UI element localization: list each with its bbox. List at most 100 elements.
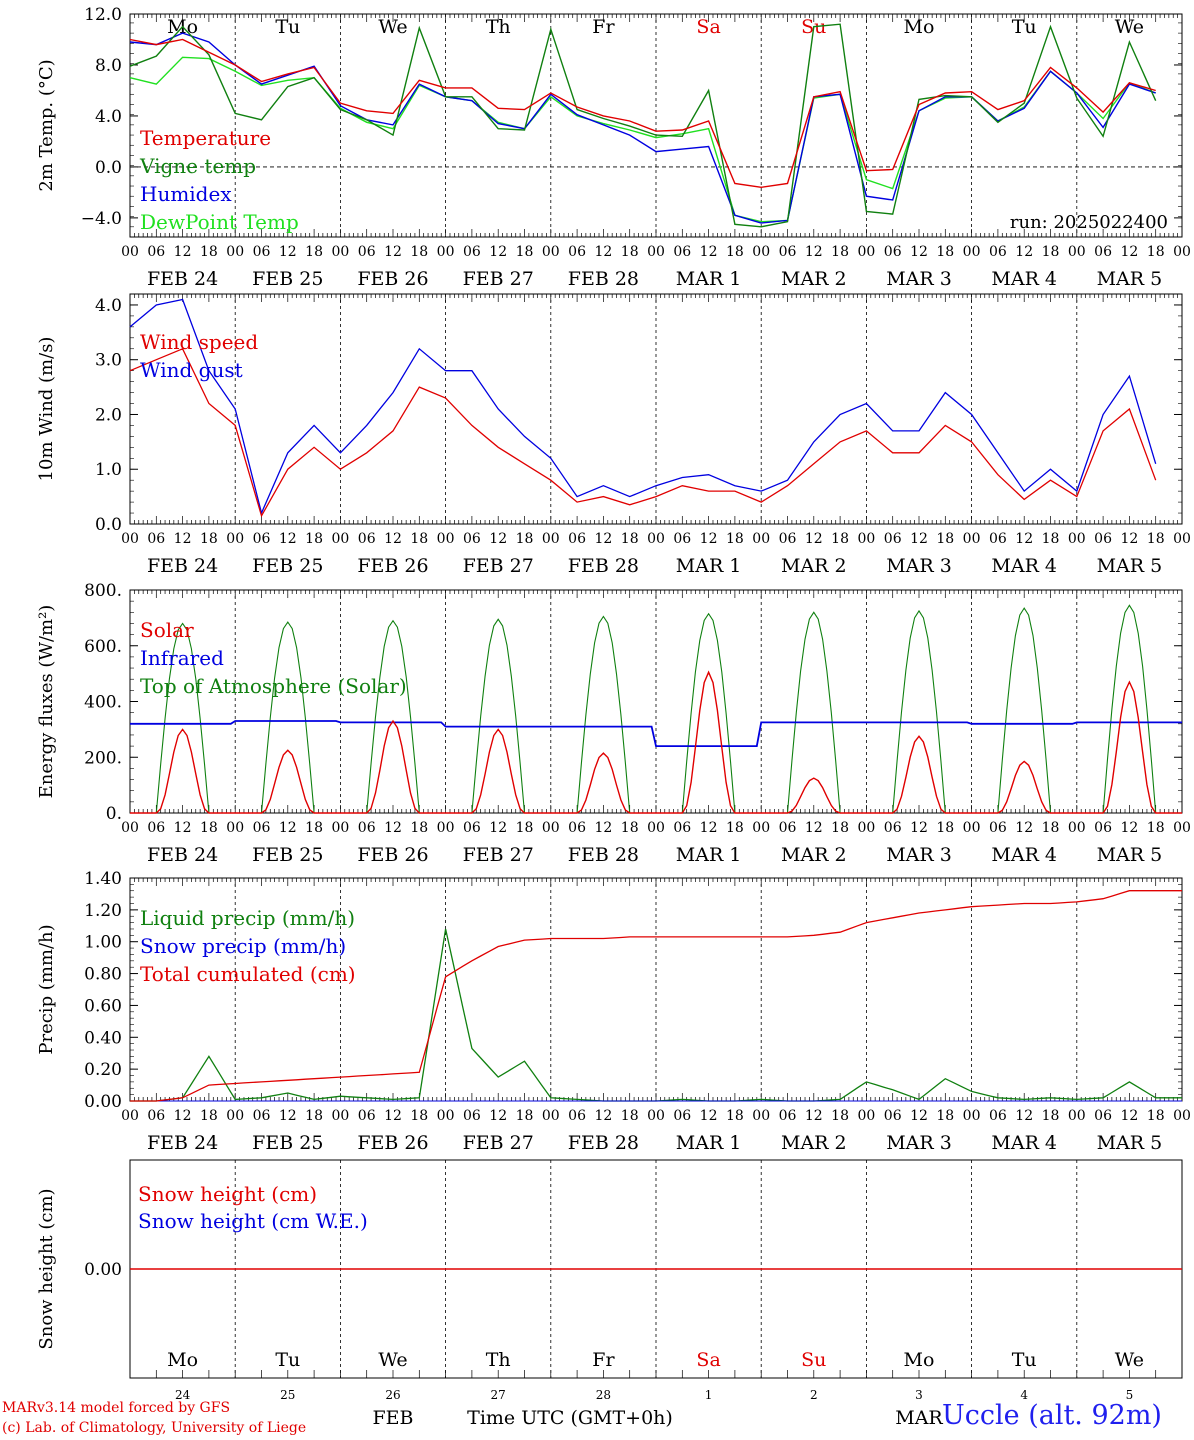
infrared-line (130, 720, 1182, 747)
y-axis-title: Snow height (cm) (36, 1188, 57, 1349)
x-tick-label: 18 (305, 1108, 323, 1124)
weekday-label: Mo (167, 1349, 198, 1371)
panel-5: 0.00 Snow height (cm) Snow height (cm) Snow… (36, 1159, 1183, 1429)
x-tick-label: 18 (1042, 244, 1060, 260)
y-axis-title: Energy fluxes (W/m²) (36, 605, 57, 799)
x-tick-label: 00 (226, 820, 244, 836)
y-tick-label: 12.0 (84, 5, 122, 25)
weekday-label: We (378, 1349, 407, 1371)
date-label: MAR 2 (781, 844, 847, 866)
date-label: FEB 28 (568, 268, 639, 290)
weekday-label: Tu (275, 1349, 300, 1371)
x-tick-label: 00 (1068, 1108, 1086, 1124)
weekday-label: Tu (275, 16, 300, 38)
x-tick-label: 12 (1120, 1108, 1138, 1124)
x-tick-label: 06 (358, 244, 376, 260)
x-tick-label: 00 (542, 820, 560, 836)
date-label: FEB 24 (147, 1132, 218, 1154)
x-tick-label: 00 (1173, 1108, 1191, 1124)
legend-entry: Top of Atmosphere (Solar) (140, 674, 407, 698)
x-tick-label: 00 (752, 531, 770, 547)
plot-frame (129, 589, 1183, 814)
panel-2: 4.0 3.0 2.0 1.0 0.0 10m Wind (m/s) 00 06 12 18 00 0… (36, 293, 1191, 577)
weekday-label: Fr (592, 16, 615, 38)
x-tick-label: 18 (305, 244, 323, 260)
x-tick-label: 06 (673, 244, 691, 260)
x-tick-label: 00 (857, 244, 875, 260)
x-tick-label: 12 (594, 531, 612, 547)
x-tick-label: 00 (121, 820, 139, 836)
x-tick-label: 00 (121, 1108, 139, 1124)
x-tick-label: 00 (437, 244, 455, 260)
x-tick-label: 12 (489, 1108, 507, 1124)
y-tick-label: 0. (106, 804, 122, 824)
x-tick-label: 00 (226, 244, 244, 260)
x-tick-label: 00 (437, 820, 455, 836)
x-tick-label: 18 (200, 531, 218, 547)
station-label: Uccle (alt. 92m) (942, 1400, 1162, 1431)
x-tick-label: 06 (884, 531, 902, 547)
x-tick-label: 00 (331, 244, 349, 260)
y-tick-label: 400. (84, 693, 122, 713)
x-tick-label: 06 (253, 531, 271, 547)
x-tick-label: 12 (279, 244, 297, 260)
y-tick-label: 4.0 (95, 107, 122, 127)
x-tick-label: 18 (726, 1108, 744, 1124)
x-tick-label: 06 (989, 244, 1007, 260)
x-tick-label: 00 (857, 1108, 875, 1124)
x-tick-label: 18 (200, 244, 218, 260)
x-tick-label: 00 (963, 1108, 981, 1124)
x-tick-label: 00 (857, 531, 875, 547)
wind-series-line (129, 298, 1157, 516)
x-tick-label: 12 (279, 1108, 297, 1124)
x-tick-label: 12 (384, 1108, 402, 1124)
x-tick-label: 12 (805, 1108, 823, 1124)
x-tick-label: 00 (542, 1108, 560, 1124)
toa-solar-line (130, 604, 1182, 814)
x-tick-label: 00 (647, 1108, 665, 1124)
legend-entry: Liquid precip (mm/h) (140, 906, 355, 930)
weekday-label: We (1115, 16, 1144, 38)
date-label: MAR 4 (991, 555, 1057, 577)
weekday-label: Tu (1012, 1349, 1037, 1371)
date-label: MAR 3 (886, 844, 952, 866)
x-tick-label: 00 (1173, 244, 1191, 260)
x-tick-label: 12 (279, 820, 297, 836)
x-tick-label: 18 (621, 1108, 639, 1124)
x-tick-label: 12 (700, 531, 718, 547)
x-tick-label: 00 (963, 531, 981, 547)
x-tick-label: 00 (121, 531, 139, 547)
x-tick-label: 12 (1015, 244, 1033, 260)
date-label: MAR 3 (886, 555, 952, 577)
y-tick-label: 8.0 (95, 56, 122, 76)
x-tick-label: 18 (410, 244, 428, 260)
x-tick-label: 00 (963, 820, 981, 836)
date-label: MAR 4 (991, 268, 1057, 290)
x-tick-label: 06 (989, 1108, 1007, 1124)
x-tick-label: 18 (621, 244, 639, 260)
x-tick-label: 06 (779, 244, 797, 260)
x-tick-label: 18 (516, 531, 534, 547)
date-label: FEB 28 (568, 844, 639, 866)
x-tick-label: 12 (174, 1108, 192, 1124)
date-label: MAR 5 (1097, 844, 1163, 866)
x-tick-label: 06 (568, 820, 586, 836)
day-number: 25 (280, 1388, 295, 1402)
date-label: MAR 5 (1097, 268, 1163, 290)
weekday-label: Sa (696, 1349, 720, 1371)
x-tick-label: 12 (805, 531, 823, 547)
date-label: MAR 2 (781, 1132, 847, 1154)
x-tick-label: 12 (174, 531, 192, 547)
panel-3: 800. 600. 400. 200. 0. Energy fluxes (W/m²) 00… (36, 581, 1191, 866)
x-tick-label: 00 (1068, 820, 1086, 836)
x-tick-label: 00 (226, 531, 244, 547)
temperature-series-line (129, 38, 1156, 189)
x-tick-label: 06 (147, 531, 165, 547)
x-axis-title: Time UTC (GMT+0h) (467, 1407, 673, 1429)
y-tick-label: 0.00 (84, 1260, 122, 1280)
x-tick-label: 06 (568, 1108, 586, 1124)
y-tick-label: 0.40 (84, 1028, 122, 1048)
month-label: MAR (895, 1407, 943, 1429)
y-tick-label: 0.80 (84, 965, 122, 985)
y-tick-label: 3.0 (95, 351, 122, 371)
